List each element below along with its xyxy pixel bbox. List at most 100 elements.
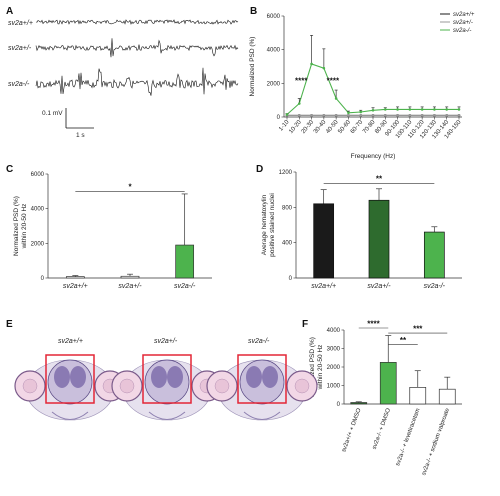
- y-axis-label: Normalized PSD (%): [249, 37, 256, 97]
- trace-ko: [35, 67, 239, 96]
- jaw-outline: [51, 411, 89, 420]
- legend-label: sv2a+/-: [453, 20, 473, 26]
- data-point: [297, 114, 301, 117]
- histology-label-ko: sv2a-/-: [248, 338, 270, 345]
- y-tick-label: 2000: [31, 241, 45, 247]
- y-tick-label: 400: [282, 241, 293, 247]
- histology-label-wt: sv2a+/+: [58, 338, 83, 345]
- y-tick-label: 4000: [31, 207, 45, 213]
- data-point: [371, 114, 375, 117]
- trace-label-het: sv2a+/-: [8, 45, 32, 52]
- histology-section: [206, 354, 318, 421]
- data-point: [433, 108, 436, 111]
- scale-label-mv: 0.1 mV: [42, 110, 63, 117]
- trace-panel: sv2a+/+ sv2a+/- sv2a-/- 0.1 mV 1 s: [8, 19, 239, 139]
- jaw-outline: [148, 411, 186, 420]
- significance-label: **: [400, 336, 407, 345]
- data-point: [433, 114, 436, 117]
- tectum-right: [167, 366, 183, 388]
- highlight-box: [142, 354, 192, 404]
- data-point: [322, 114, 326, 117]
- data-point: [322, 66, 326, 70]
- histology-section: [14, 354, 126, 421]
- data-point: [383, 108, 387, 111]
- panel-label-f: F: [302, 319, 308, 330]
- panel-label-b: B: [250, 6, 257, 17]
- lens-left: [22, 378, 38, 394]
- y-axis-label-2: within 20-50 Hz: [317, 345, 324, 391]
- bar: [350, 402, 368, 405]
- lens-right: [294, 378, 310, 394]
- data-point: [359, 114, 363, 117]
- tectum-right: [262, 366, 278, 388]
- y-tick-label: 0: [41, 276, 45, 282]
- significance-label: **: [376, 174, 383, 183]
- data-point: [285, 113, 289, 116]
- x-tick-label: sv2a+/+ + DMSO: [341, 407, 363, 453]
- bar: [313, 203, 335, 279]
- bar: [368, 199, 390, 279]
- data-point: [297, 102, 301, 105]
- histology-panel: sv2a+/+ sv2a+/- sv2a-/-: [14, 338, 318, 421]
- x-axis-label: Frequency (Hz): [351, 153, 396, 160]
- data-point: [396, 114, 399, 117]
- x-tick-label: sv2a+/+: [311, 283, 336, 290]
- x-tick-label: sv2a-/-: [424, 283, 446, 290]
- lens-left: [214, 378, 230, 394]
- y-tick-label: 3000: [327, 347, 341, 353]
- data-point: [310, 114, 313, 117]
- bar: [65, 276, 85, 279]
- y-tick-label: 6000: [31, 172, 45, 178]
- y-tick-label: 1200: [279, 170, 293, 176]
- hematoxylin-bar-chart: 0 400 800 1200 Average hematoxylin positive s…: [261, 170, 462, 290]
- legend-label: sv2a-/-: [453, 28, 471, 34]
- y-tick-label: 0: [277, 115, 281, 121]
- data-point: [445, 114, 449, 117]
- histology-section: [111, 354, 223, 421]
- data-point: [457, 114, 461, 117]
- x-tick-label: sv2a+/-: [367, 283, 391, 290]
- significance-label: ****: [327, 76, 340, 85]
- tectum-right: [70, 366, 86, 388]
- bar: [175, 244, 195, 279]
- lens-left: [119, 378, 135, 394]
- significance-label: *: [128, 182, 132, 191]
- data-point: [347, 111, 350, 115]
- y-tick-label: 2000: [267, 81, 281, 87]
- y-tick-label: 0: [337, 402, 341, 408]
- significance-label: ****: [295, 76, 308, 85]
- data-point: [310, 62, 313, 66]
- bar: [379, 362, 397, 405]
- psd-band-bar-chart: 0 2000 4000 6000 Normalized PSD (%) within 20…: [13, 172, 212, 290]
- tectum-left: [54, 366, 70, 388]
- data-point: [420, 108, 424, 111]
- histology-label-het: sv2a+/-: [154, 338, 178, 345]
- data-point: [457, 108, 461, 111]
- y-axis-label-2: positive stained nuclei: [269, 193, 276, 257]
- data-point: [445, 108, 449, 111]
- panel-label-e: E: [6, 319, 13, 330]
- trace-label-wt: sv2a+/+: [8, 20, 33, 27]
- y-axis-label-2: within 20-50 Hz: [21, 204, 28, 250]
- y-axis-label: Normalized PSD (%): [13, 196, 20, 256]
- trace-label-ko: sv2a-/-: [8, 81, 30, 88]
- brain-region: [239, 359, 285, 405]
- y-axis-label: Normalized PSD (%): [309, 337, 316, 397]
- panel-label-a: A: [6, 6, 13, 17]
- tectum-left: [151, 366, 167, 388]
- data-point: [420, 114, 424, 117]
- tectum-left: [246, 366, 262, 388]
- data-point: [334, 97, 338, 100]
- bar: [438, 388, 456, 405]
- x-tick-label: sv2a+/-: [118, 283, 142, 290]
- data-point: [396, 108, 399, 111]
- drug-treatment-bar-chart: 0 1000 2000 3000 4000 Normalized PSD (%) withi…: [309, 320, 462, 476]
- panel-label-c: C: [6, 164, 13, 175]
- y-tick-label: 0: [289, 276, 293, 282]
- y-tick-label: 2000: [327, 365, 341, 371]
- highlight-box: [237, 354, 287, 404]
- highlight-box: [45, 354, 95, 404]
- y-tick-label: 6000: [267, 14, 281, 20]
